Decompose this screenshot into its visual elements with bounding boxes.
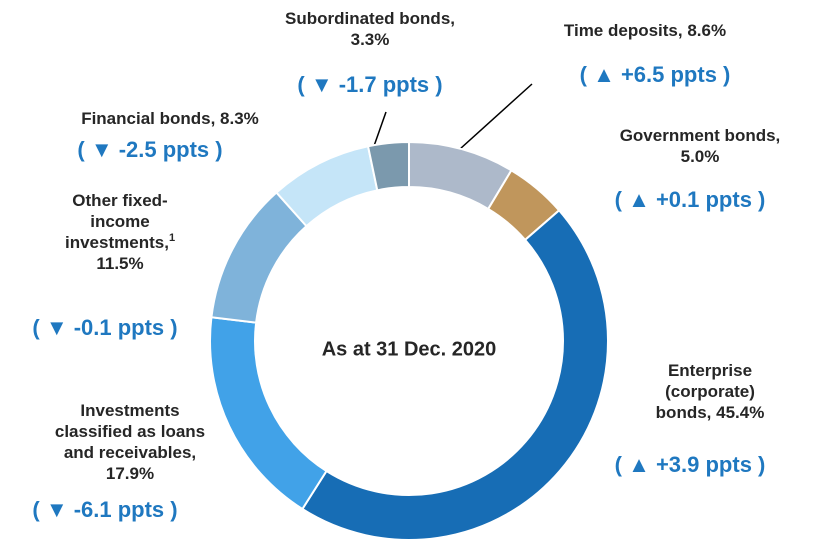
category-name: Government bonds, [619,126,781,145]
change-label: ( ▼ -1.7 ppts ) [297,72,443,97]
value-label: 17.9% [105,464,155,483]
donut-segment [209,316,328,511]
center-label: As at 31 Dec. 2020 [322,338,497,360]
change-label: ( ▲ +6.5 ppts ) [579,62,731,87]
segment-label: Financial bonds, 8.3% [40,108,300,129]
category-name: Other fixed-income investments, [65,191,169,252]
value-label: 8.6% [687,21,727,40]
donut-segment [300,208,609,541]
value-label: 5.0% [680,147,720,166]
segment-label: Government bonds, 5.0% [600,125,800,167]
segment-label: Subordinated bonds, 3.3% [285,8,455,50]
value-label: 11.5% [96,254,144,273]
donut-segment [366,140,410,192]
category-name: Time deposits, [563,21,683,40]
leader-line [373,111,387,147]
change-label: ( ▼ -0.1 ppts ) [32,315,178,340]
segment-label: Time deposits, 8.6% [540,20,750,41]
category-name: Financial bonds, [81,109,216,128]
value-label: 3.3% [350,30,390,49]
value-label: 45.4% [716,403,765,422]
change-label: ( ▲ +0.1 ppts ) [614,187,766,212]
change-label: ( ▼ -6.1 ppts ) [32,497,178,522]
footnote-mark: 1 [168,232,176,244]
category-name: Enterprise (corporate) bonds, [655,361,755,422]
value-label: 8.3% [220,109,259,128]
change-label: ( ▲ +3.9 ppts ) [614,452,766,477]
segment-label: Enterprise (corporate) bonds, 45.4% [635,360,785,423]
segment-label: Investments classified as loans and rece… [40,400,220,484]
donut-segment [210,191,308,324]
leader-line [449,83,533,159]
change-label: ( ▼ -2.5 ppts ) [77,137,223,162]
category-name: Subordinated bonds, [285,9,455,28]
segment-label: Other fixed-income investments,1 11.5% [65,190,175,274]
category-name: Investments classified as loans and rece… [54,401,206,462]
